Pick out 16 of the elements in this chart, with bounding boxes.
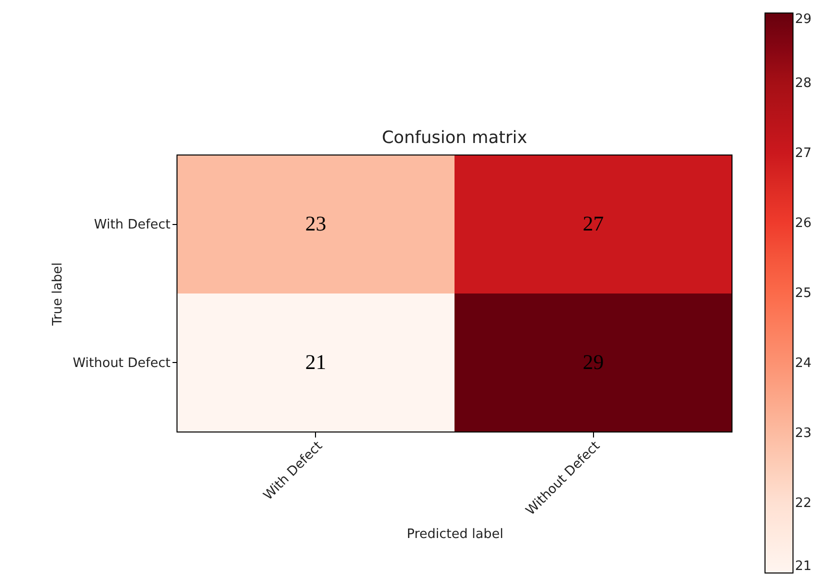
y-axis-title: True label [50,262,66,327]
color-bar-label: 21 [795,559,812,574]
data-label: 27 [582,211,604,236]
color-bar-label: 24 [795,356,812,371]
color-bar-label: 22 [795,496,812,511]
color-bar-label: 29 [795,12,812,27]
data-label: 29 [582,350,604,374]
color-bar-label: 26 [795,216,812,231]
x-axis-title: Predicted label [406,526,504,542]
color-bar-label: 27 [795,146,812,161]
chart-title: Confusion matrix [382,128,528,148]
data-label: 23 [305,211,326,236]
color-bar-label: 23 [795,426,812,441]
color-bar-label: 28 [795,76,812,91]
data-label: 21 [305,350,326,374]
color-bar-label: 25 [795,286,812,301]
